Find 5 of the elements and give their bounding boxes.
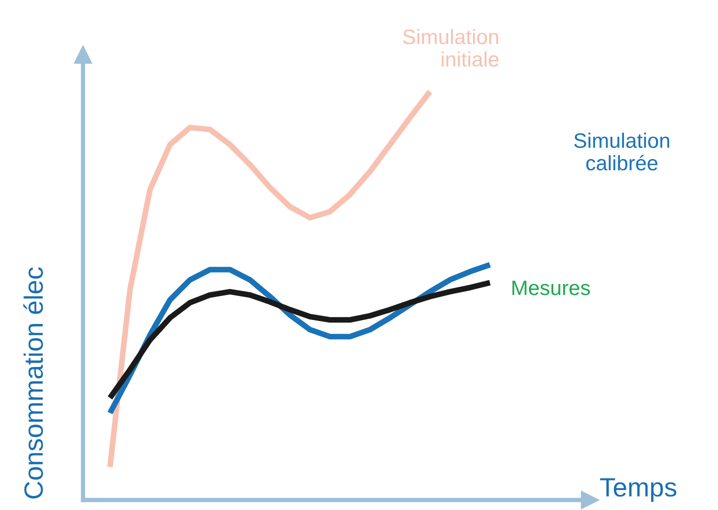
x-axis-title: Temps — [600, 478, 676, 502]
series-label: Mesures — [512, 280, 590, 296]
y-axis-title: Consommation élec — [23, 267, 43, 498]
series-label: Simulation initiale — [403, 28, 498, 67]
text: Simulation calibrée — [574, 132, 670, 170]
